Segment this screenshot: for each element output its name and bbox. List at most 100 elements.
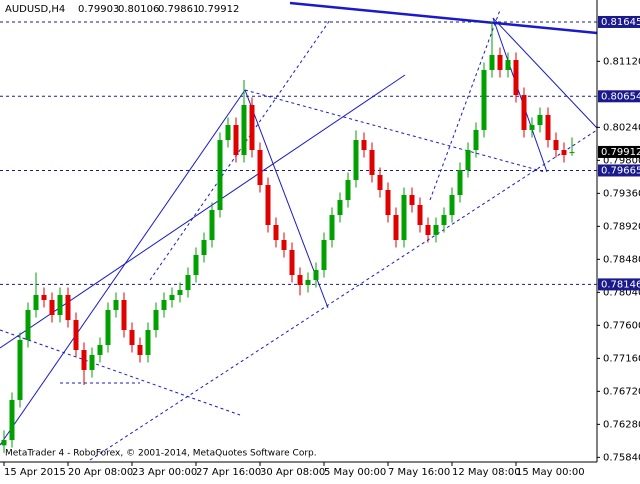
level-label: 0.79665 [601, 165, 640, 176]
candle-body [337, 200, 343, 216]
x-tick-label: 7 May 16:00 [388, 467, 450, 478]
ohlc-open: 0.79903 [78, 4, 119, 15]
x-tick-label: 23 Apr 00:00 [132, 467, 197, 478]
level-label: 0.80654 [601, 91, 640, 102]
candle-body [305, 279, 311, 285]
candle-body [257, 150, 263, 186]
candle-body [497, 54, 503, 70]
candle-body [393, 215, 399, 240]
candle-body [177, 290, 183, 295]
candle-body [505, 60, 511, 70]
candle-body [449, 195, 455, 216]
trend-line [492, 17, 598, 129]
candle-body [81, 350, 87, 370]
x-tick-label: 5 May 00:00 [324, 467, 386, 478]
candle-body [193, 255, 199, 276]
candle-body [377, 174, 383, 190]
candle-body [113, 300, 119, 310]
y-tick-label: 0.75840 [603, 452, 640, 463]
candle-body [121, 300, 127, 330]
candle-body [433, 225, 439, 235]
candle-body [537, 114, 543, 126]
candle-body [529, 125, 535, 130]
candle-body [9, 399, 15, 441]
price-label: 0.79912 [601, 147, 640, 158]
ohlc-high: 0.80106 [118, 4, 159, 15]
x-tick-label: 12 May 08:00 [452, 467, 521, 478]
candle-body [169, 294, 175, 300]
level-tag [598, 90, 640, 103]
candle-body [145, 330, 151, 355]
candle-body [561, 150, 567, 156]
candle-body [457, 170, 463, 195]
level-tag [598, 278, 640, 291]
candle-body [321, 240, 327, 270]
trend-line [492, 17, 548, 173]
candle-body [161, 300, 167, 310]
candle-body [137, 345, 143, 355]
level-tag [598, 15, 640, 28]
candle-body [89, 354, 95, 370]
candle-body [201, 240, 207, 255]
trend-line [89, 129, 598, 461]
candle-body [153, 309, 159, 330]
candle-body [281, 240, 287, 250]
x-tick-label: 15 Apr 2015 [4, 467, 66, 478]
ohlc-low: 0.79861 [158, 4, 199, 15]
candle-body [33, 294, 39, 310]
candle-body [361, 140, 367, 150]
candle-body [97, 345, 103, 355]
trend-line [429, 9, 501, 201]
candle-body [249, 105, 255, 150]
candle-body [105, 309, 111, 345]
candle-body [417, 204, 423, 225]
candle-body [209, 210, 215, 240]
candle-body [369, 150, 375, 175]
symbol: AUDUSD,H4 [5, 4, 65, 15]
footer: MetaTrader 4 - RoboForex, © 2001-2014, M… [5, 449, 317, 459]
candle-body [385, 189, 391, 216]
candle-body [353, 140, 359, 180]
candle-body [513, 60, 519, 96]
trend-line [244, 89, 546, 173]
candle-body [241, 105, 247, 156]
level-label: 0.81645 [601, 17, 640, 28]
candle-body [297, 275, 303, 285]
candle-body [289, 249, 295, 276]
candle-body [569, 151, 575, 153]
candle-body [545, 114, 551, 141]
candle-body [65, 294, 71, 321]
x-tick-label: 27 Apr 16:00 [196, 467, 261, 478]
trend-line [0, 89, 246, 446]
candle-body [425, 225, 431, 235]
ohlc-close: 0.79912 [198, 4, 239, 15]
candle-body [41, 294, 47, 300]
candle-body [185, 275, 191, 291]
level-label: 0.78146 [601, 279, 640, 290]
candle-body [441, 215, 447, 225]
candle-body [409, 195, 415, 205]
candle-body [233, 125, 239, 156]
candle-body [329, 215, 335, 240]
candle-body [49, 300, 55, 315]
level-tag [598, 164, 640, 177]
candle-body [17, 339, 23, 400]
trend-line [0, 329, 241, 416]
trend-line [289, 1, 598, 35]
candle-body [401, 195, 407, 240]
candle-body [273, 225, 279, 240]
candle-body [481, 69, 487, 130]
candle-body [521, 95, 527, 130]
candle-body [489, 54, 495, 70]
candle-body [73, 320, 79, 351]
candle-body [57, 294, 63, 315]
